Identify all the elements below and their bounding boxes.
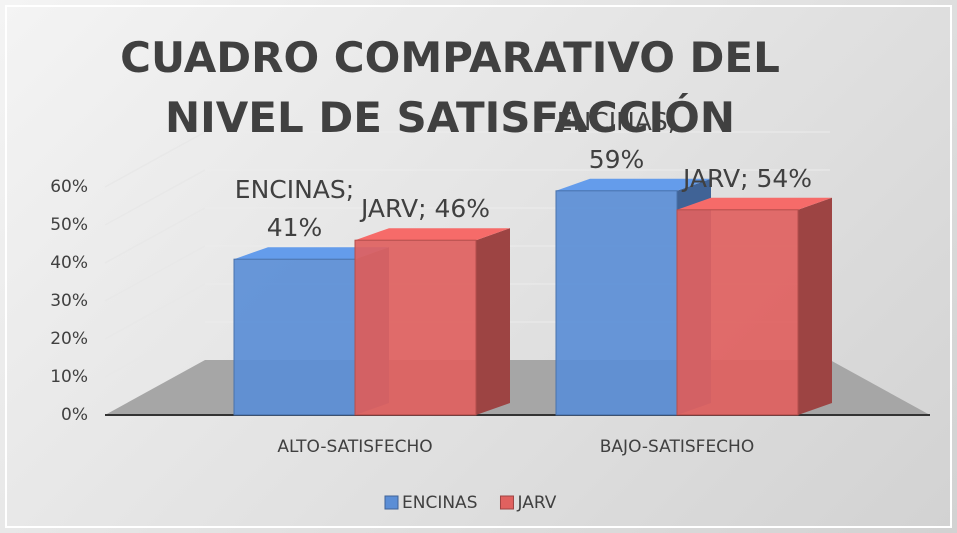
bar-top <box>556 178 711 191</box>
grid-line <box>104 245 206 302</box>
data-label: JARV; 54% <box>682 163 813 193</box>
data-label: ENCINAS; 41% <box>234 175 355 243</box>
grid-line <box>104 207 206 264</box>
frame <box>5 5 952 528</box>
grid-line <box>104 283 206 340</box>
y-tick-label: 50% <box>50 215 88 235</box>
bar <box>354 239 477 416</box>
y-tick-label: 40% <box>50 253 88 273</box>
x-tick-label: ALTO-SATISFECHO <box>277 437 432 457</box>
legend-swatch <box>384 495 399 510</box>
y-tick-label: 60% <box>50 177 88 197</box>
chart-title: CUADRO COMPARATIVO DEL NIVEL DE SATISFAC… <box>120 33 780 142</box>
x-tick-label: BAJO-SATISFECHO <box>600 437 754 457</box>
legend-label: JARV <box>516 493 556 513</box>
bar <box>676 209 799 416</box>
legend-label: ENCINAS <box>402 493 477 513</box>
y-tick-label: 20% <box>50 329 88 349</box>
data-label: JARV; 46% <box>360 194 491 224</box>
bar-top <box>355 228 510 241</box>
data-label: ENCINAS; 59% <box>556 106 677 174</box>
bar-top <box>234 247 389 260</box>
y-tick-label: 0% <box>61 405 88 425</box>
legend-swatch <box>499 495 514 510</box>
y-tick-label: 10% <box>50 367 88 387</box>
bar-side <box>798 197 832 415</box>
bar-side <box>476 228 510 415</box>
grid-line <box>104 321 206 378</box>
grid-line <box>104 169 206 226</box>
grid-line <box>104 131 206 188</box>
bar <box>233 258 356 416</box>
bar <box>555 190 678 416</box>
bar-top <box>677 197 832 210</box>
y-tick-label: 30% <box>50 291 88 311</box>
